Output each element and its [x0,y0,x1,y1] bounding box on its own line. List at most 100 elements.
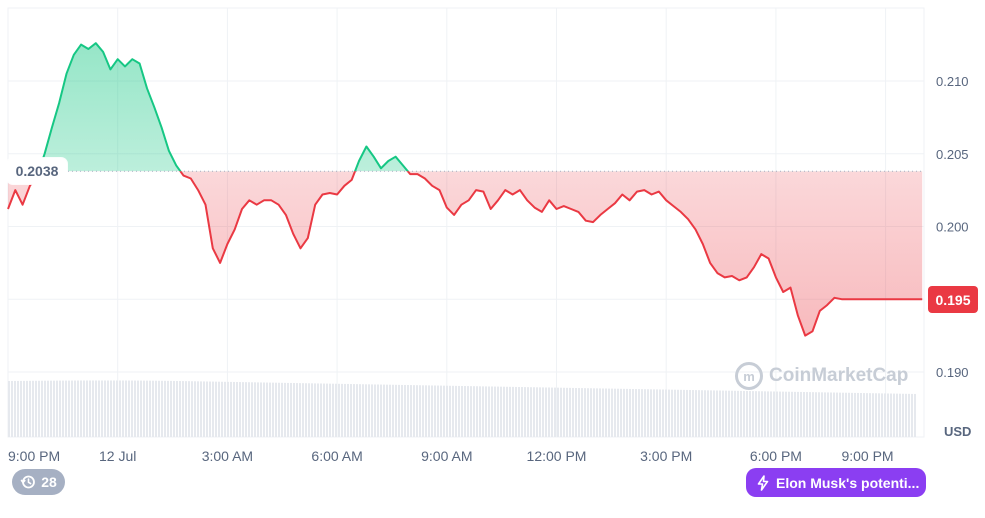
volume-bar [491,386,493,437]
x-tick-label: 6:00 PM [750,448,802,464]
volume-bar [557,387,559,437]
volume-bar [854,392,856,437]
volume-bar [629,388,631,437]
volume-bar [725,390,727,437]
volume-bar [893,393,895,437]
volume-bar [782,391,784,437]
volume-bar [599,388,601,437]
volume-bar [23,380,25,437]
volume-bar [35,380,37,437]
volume-bar [185,381,187,437]
volume-bar [665,389,667,437]
volume-bar [788,391,790,437]
volume-bar [437,385,439,437]
reference-price-label: 0.2038 [7,158,67,185]
volume-bar [719,390,721,437]
volume-bar [644,389,646,437]
volume-bar [170,380,172,437]
volume-bar [728,390,730,437]
volume-bar [131,380,133,437]
volume-bar [509,386,511,437]
volume-bar [53,380,55,437]
volume-bar [884,393,886,437]
volume-bar [890,393,892,437]
volume-bar [206,381,208,437]
volume-bar [713,390,715,437]
volume-bar [368,384,370,437]
events-count: 28 [41,474,57,490]
y-tick-label: 0.200 [936,220,969,235]
volume-bar [230,381,232,437]
area-above-reference [8,43,923,172]
volume-bar [98,380,100,437]
volume-bar [398,384,400,437]
volume-bar [338,383,340,437]
news-event-button[interactable]: Elon Musk's potenti... [746,468,926,497]
watermark-text: CoinMarketCap [769,365,909,386]
volume-bar [155,380,157,437]
volume-bar [506,386,508,437]
volume-bar [656,389,658,437]
volume-bar [329,383,331,437]
volume-bar [605,388,607,437]
volume-bar [527,387,529,437]
volume-bar [905,393,907,437]
volume-bar [425,385,427,437]
volume-bar [773,391,775,437]
volume-bar [212,381,214,437]
volume-bar [647,389,649,437]
volume-bar [401,384,403,437]
volume-bar [431,385,433,437]
volume-bar [266,382,268,437]
volume-bar [125,380,127,437]
volume-bar [38,380,40,437]
volume-bar [608,388,610,437]
volume-bar [83,380,85,437]
volume-bar [581,388,583,437]
volume-bar [500,386,502,437]
volume-bar [86,380,88,437]
volume-bar [233,381,235,437]
volume-bar [857,392,859,437]
volume-bar [803,392,805,437]
volume-bar [389,384,391,437]
volume-bar [800,391,802,437]
volume-bar [785,391,787,437]
volume-bar [911,393,913,437]
events-button[interactable]: 28 [12,469,65,495]
volume-bar [806,392,808,437]
coinmarketcap-watermark: m CoinMarketCap [735,362,908,390]
volume-bar [659,389,661,437]
volume-bar [503,386,505,437]
volume-bar [860,393,862,437]
volume-bar [914,393,916,437]
volume-bar [134,380,136,437]
volume-bar [611,388,613,437]
volume-bar [485,386,487,437]
volume-bar [590,388,592,437]
volume-bar [278,382,280,437]
volume-bar [512,386,514,437]
volume-bar [146,380,148,437]
volume-bar [275,382,277,437]
volume-bar [671,389,673,437]
volume-bar [140,380,142,437]
volume-bar [14,380,16,437]
volume-bar [638,389,640,437]
volume-bar [434,385,436,437]
volume-bar [587,388,589,437]
volume-bar [305,383,307,437]
volume-bar [716,390,718,437]
volume-bar [653,389,655,437]
volume-bar [302,383,304,437]
volume-bar [593,388,595,437]
volume-bar [704,390,706,437]
volume-bar [68,380,70,437]
volume-bar [239,382,241,437]
volume-bar [812,392,814,437]
volume-bar [584,388,586,437]
volume-bar [287,382,289,437]
volume-bar [662,389,664,437]
